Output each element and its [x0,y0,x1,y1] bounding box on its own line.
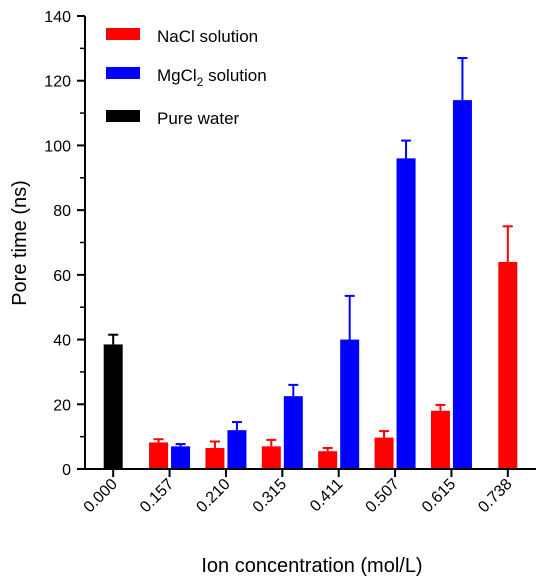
x-tick-label: 0.507 [363,476,403,516]
legend-swatch-nacl [106,28,140,40]
bar [261,446,281,469]
legend-swatch-pure-water [106,110,140,122]
x-tick-label: 0.000 [81,476,121,516]
y-tick-label: 100 [44,138,71,155]
bar [103,344,123,469]
bar [498,261,518,469]
y-tick-label: 140 [44,9,71,26]
y-tick-label: 60 [53,268,71,285]
bar [318,451,338,469]
x-tick-label: 0.315 [250,476,290,516]
bar [374,437,394,469]
y-tick-label: 80 [53,203,71,220]
legend-label-mgcl2: MgCl2 solution [157,66,267,89]
x-tick-label: 0.738 [475,476,515,516]
x-tick-label: 0.615 [419,476,459,516]
legend-label-nacl: NaCl solution [157,27,258,46]
y-tick-label: 20 [53,397,71,414]
legend: NaCl solution MgCl2 solution Pure water [106,27,267,128]
bar [452,100,472,469]
bar [149,442,169,469]
y-axis-title: Pore time (ns) [9,180,31,306]
bar [396,158,416,469]
bar [283,396,303,469]
x-axis-title: Ion concentration (mol/L) [201,555,422,577]
x-tick-label: 0.411 [307,476,347,516]
y-tick-label: 120 [44,74,71,91]
legend-label-pure-water: Pure water [157,109,240,128]
y-tick-label: 0 [62,462,71,479]
bar [171,446,191,469]
bar [430,410,450,469]
bar [340,339,360,469]
x-tick-label: 0.157 [137,476,177,516]
legend-label-mgcl2-subscript: 2 [197,75,204,89]
bars-layer [103,57,518,469]
y-tick-label: 40 [53,333,71,350]
bar [227,430,247,469]
bar [205,447,225,469]
legend-swatch-mgcl2 [106,67,140,79]
x-tick-label: 0.210 [193,476,233,516]
